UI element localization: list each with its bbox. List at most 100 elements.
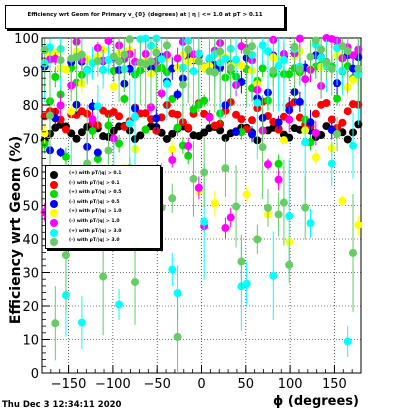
data-point — [173, 110, 182, 119]
data-point — [327, 64, 336, 73]
data-point — [216, 126, 225, 135]
data-point — [263, 160, 272, 169]
data-point — [152, 48, 161, 57]
data-point — [343, 135, 352, 144]
data-point — [338, 66, 347, 75]
data-point — [301, 138, 310, 147]
legend-entry: (+) with pT/|q| > 3.0 — [46, 228, 158, 238]
data-point — [77, 318, 86, 327]
y-tick-label: 0 — [31, 367, 39, 382]
x-tick-label: 150 — [322, 377, 347, 392]
data-point — [274, 175, 283, 184]
legend: (+) with pT/|q| > 0.1 (-) with pT/|q| > 0… — [45, 165, 161, 249]
data-point — [221, 223, 230, 232]
data-point — [306, 118, 315, 127]
data-point — [93, 57, 102, 66]
x-tick-label: −100 — [95, 377, 131, 392]
data-point — [311, 128, 320, 137]
data-point — [200, 128, 209, 137]
data-point — [285, 260, 294, 269]
data-point — [269, 66, 278, 75]
data-point — [285, 70, 294, 79]
data-point — [173, 332, 182, 341]
data-point — [93, 102, 102, 111]
legend-marker — [50, 219, 58, 227]
data-point — [131, 277, 140, 286]
data-point — [242, 190, 251, 199]
data-point — [184, 141, 193, 150]
data-point — [226, 63, 235, 72]
data-point — [306, 219, 315, 228]
legend-label: (+) with pT/|q| > 0.5 — [69, 190, 122, 196]
data-point — [327, 159, 336, 168]
data-point — [77, 128, 86, 137]
data-point — [51, 319, 60, 328]
data-point — [61, 125, 70, 134]
data-point — [93, 148, 102, 157]
data-point — [173, 54, 182, 63]
data-point — [205, 113, 214, 122]
data-point — [168, 145, 177, 154]
data-point — [115, 300, 124, 309]
y-tick-label: 30 — [22, 267, 39, 282]
data-point — [343, 107, 352, 116]
data-point — [109, 82, 118, 91]
data-point — [45, 111, 54, 120]
data-point — [88, 126, 97, 135]
legend-marker — [50, 180, 58, 189]
legend-label: (-) with pT/|q| > 1.0 — [69, 219, 120, 224]
data-point — [301, 75, 310, 84]
data-point — [274, 125, 283, 134]
y-tick-label: 70 — [22, 133, 39, 148]
data-point — [157, 55, 166, 64]
data-point — [279, 198, 288, 207]
data-point — [93, 155, 102, 164]
data-point — [237, 61, 246, 70]
data-point — [40, 139, 49, 148]
legend-marker — [50, 199, 58, 208]
legend-marker — [50, 238, 58, 247]
data-point — [237, 115, 246, 124]
data-points — [40, 34, 363, 373]
data-point — [152, 126, 161, 135]
legend-entry: (+) with pT/|q| > 1.0 — [46, 208, 158, 218]
data-point — [216, 47, 225, 56]
y-tick-label: 90 — [22, 66, 39, 81]
data-point — [237, 257, 246, 266]
y-tick-label: 100 — [14, 32, 39, 47]
y-axis-label: Efficiency wrt Geom (%) — [8, 136, 24, 324]
legend-marker — [50, 171, 58, 179]
legend-label: (-) with pT/|q| > 3.0 — [69, 238, 120, 244]
data-point — [72, 134, 81, 143]
data-point — [194, 57, 203, 66]
legend-label: (-) with pT/|q| > 0.5 — [69, 199, 120, 205]
legend-marker — [50, 228, 58, 237]
data-point — [141, 109, 150, 118]
data-point — [168, 95, 177, 104]
data-point — [226, 213, 235, 222]
data-point — [125, 35, 134, 44]
data-point — [263, 47, 272, 56]
data-point — [269, 271, 278, 280]
data-point — [232, 128, 241, 137]
data-point — [338, 118, 347, 127]
data-point — [40, 46, 49, 55]
data-point — [311, 36, 320, 45]
data-point — [162, 41, 171, 50]
data-point — [184, 45, 193, 54]
data-point — [51, 72, 60, 81]
data-point — [104, 36, 113, 45]
data-point — [168, 194, 177, 203]
y-tick-label: 50 — [22, 200, 39, 215]
data-point — [248, 130, 257, 139]
data-point — [258, 64, 267, 73]
data-point — [184, 151, 193, 160]
data-point — [248, 42, 257, 51]
data-point — [322, 58, 331, 67]
data-point — [131, 112, 140, 121]
data-point — [162, 79, 171, 88]
data-point — [146, 57, 155, 66]
data-point — [56, 148, 65, 157]
data-point — [301, 203, 310, 212]
